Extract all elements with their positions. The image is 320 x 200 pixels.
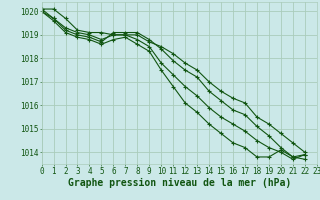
X-axis label: Graphe pression niveau de la mer (hPa): Graphe pression niveau de la mer (hPa) (68, 178, 291, 188)
